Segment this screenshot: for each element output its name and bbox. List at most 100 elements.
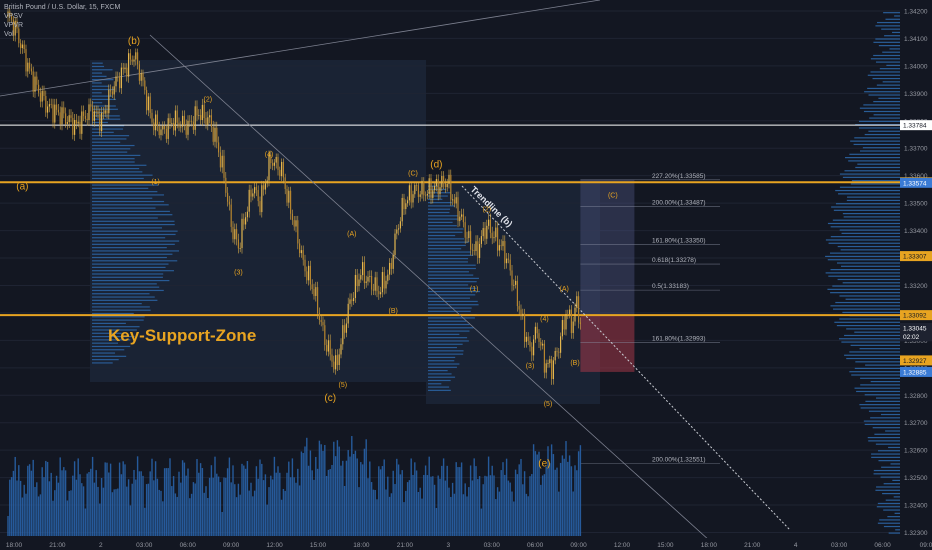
price-tag[interactable] bbox=[900, 323, 932, 334]
vpvr-bar bbox=[895, 529, 900, 531]
candle-body bbox=[122, 67, 124, 70]
volume-bar bbox=[46, 461, 49, 536]
price-tag[interactable] bbox=[900, 177, 932, 188]
candle-body bbox=[401, 197, 403, 222]
candle-body bbox=[552, 360, 554, 380]
candle-body bbox=[272, 163, 274, 166]
candle-body bbox=[194, 106, 196, 130]
price-tag[interactable] bbox=[900, 120, 932, 131]
price-tag[interactable] bbox=[900, 310, 932, 321]
vpvr-bar bbox=[894, 512, 900, 514]
volume-bar bbox=[37, 496, 40, 536]
candle-body bbox=[232, 226, 234, 240]
candle-body bbox=[218, 142, 220, 153]
volume-profile-bar bbox=[428, 221, 453, 223]
time-tick-label: 21:00 bbox=[397, 542, 414, 549]
volume-bar bbox=[43, 477, 45, 536]
volume-bar bbox=[149, 471, 151, 536]
volume-profile-bar bbox=[428, 353, 464, 355]
candle-body bbox=[536, 326, 538, 334]
candle-body bbox=[515, 280, 517, 285]
volume-bar bbox=[142, 475, 144, 536]
volume-bar bbox=[273, 456, 276, 536]
vpvr-bar bbox=[875, 25, 900, 27]
volume-bar bbox=[158, 489, 160, 536]
price-tag[interactable] bbox=[900, 355, 932, 366]
candle-body bbox=[295, 220, 297, 227]
volume-profile-bar bbox=[428, 386, 450, 388]
fib-level-label: 161.80%(1.32993) bbox=[652, 335, 706, 342]
candle-body bbox=[383, 272, 385, 289]
time-tick-label: 03:00 bbox=[136, 542, 153, 549]
volume-bar bbox=[271, 479, 274, 536]
vpvr-bar bbox=[841, 341, 900, 343]
candle-body bbox=[374, 277, 376, 291]
vpvr-bar bbox=[838, 193, 900, 195]
volume-bar bbox=[486, 476, 488, 536]
candle-body bbox=[396, 229, 398, 234]
volume-bar bbox=[424, 465, 427, 536]
volume-profile-bar bbox=[428, 234, 456, 237]
volume-profile-bar bbox=[428, 284, 469, 286]
price-tag[interactable] bbox=[900, 366, 932, 377]
candle-body bbox=[47, 106, 49, 113]
volume-bar bbox=[93, 482, 96, 536]
volume-bar bbox=[505, 458, 508, 536]
candle-body bbox=[162, 125, 164, 130]
upper-channel-line[interactable] bbox=[0, 0, 601, 97]
vpvr-bar bbox=[858, 120, 900, 122]
volume-bar bbox=[451, 482, 454, 536]
indicator-vpsv[interactable]: VPSV bbox=[4, 13, 23, 20]
vpvr-bar bbox=[831, 206, 900, 208]
vpvr-bar bbox=[832, 285, 900, 287]
price-tag[interactable] bbox=[900, 331, 932, 342]
candle-body bbox=[246, 211, 248, 218]
candle-body bbox=[336, 355, 338, 366]
candle-body bbox=[43, 90, 45, 96]
position-target-zone[interactable] bbox=[580, 179, 635, 316]
vpvr-bar bbox=[881, 28, 900, 30]
volume-profile-bar bbox=[92, 75, 107, 77]
candle-body bbox=[104, 110, 106, 114]
candle-body bbox=[147, 96, 149, 111]
volume-bar bbox=[473, 458, 475, 536]
volume-bar bbox=[288, 461, 290, 536]
vpvr-bar bbox=[849, 371, 900, 373]
price-tag[interactable] bbox=[900, 251, 932, 262]
volume-bar bbox=[484, 475, 486, 536]
vpvr-bar bbox=[835, 301, 900, 304]
candle-body bbox=[201, 104, 203, 120]
candle-body bbox=[113, 86, 115, 95]
descending-trendline[interactable] bbox=[149, 34, 721, 550]
candle-body bbox=[108, 89, 110, 114]
position-stop-zone[interactable] bbox=[580, 315, 635, 372]
volume-bar bbox=[257, 478, 259, 536]
vpvr-bar bbox=[863, 110, 900, 113]
volume-bar bbox=[558, 491, 560, 536]
time-tick-label: 18:00 bbox=[6, 542, 23, 549]
wave-label: (A) bbox=[347, 231, 356, 238]
candle-body bbox=[489, 219, 491, 233]
candle-body bbox=[185, 125, 187, 135]
trendline-b[interactable] bbox=[461, 185, 791, 531]
indicator-vpvr[interactable]: VPVR bbox=[4, 22, 24, 29]
candle-body bbox=[313, 289, 315, 296]
volume-bar bbox=[102, 487, 105, 536]
volume-bar bbox=[25, 493, 27, 536]
time-tick-label: 06:00 bbox=[180, 542, 197, 549]
candle-body bbox=[282, 161, 284, 178]
price-tick-label: 1.33600 bbox=[904, 173, 928, 180]
volume-bar bbox=[120, 474, 123, 536]
candle-body bbox=[279, 169, 281, 177]
volume-bar bbox=[388, 496, 391, 536]
candle-body bbox=[466, 237, 468, 239]
indicator-vol[interactable]: Vol bbox=[4, 31, 14, 38]
volume-bar bbox=[295, 482, 297, 536]
volume-profile-bar bbox=[428, 310, 471, 312]
candle-body bbox=[119, 77, 121, 89]
candle-body bbox=[533, 339, 535, 356]
candle-body bbox=[32, 71, 34, 92]
volume-bar bbox=[167, 468, 169, 536]
candle-body bbox=[345, 323, 347, 333]
